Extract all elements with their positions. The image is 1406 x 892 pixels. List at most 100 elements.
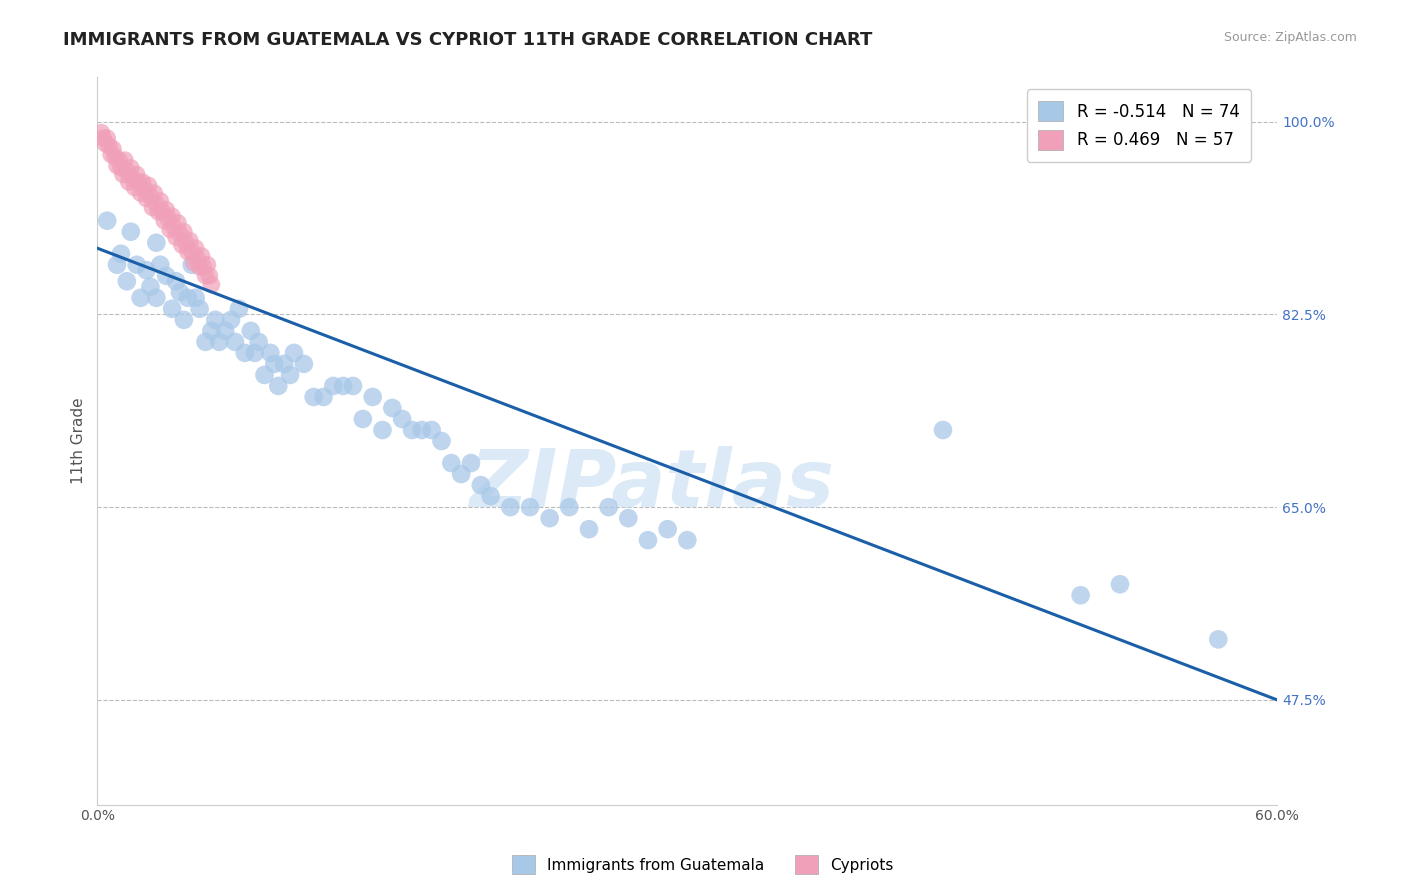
Point [160,301,183,316]
Point [499,500,522,515]
Point [131,175,153,189]
Point [1109,577,1132,591]
Point [148,205,170,219]
Point [115,164,138,178]
Point [174,235,197,250]
Legend: R = -0.514   N = 74, R = 0.469   N = 57: R = -0.514 N = 74, R = 0.469 N = 57 [1026,89,1251,161]
Point [283,346,305,360]
Y-axis label: 11th Grade: 11th Grade [72,398,86,484]
Point [165,230,187,244]
Point [519,500,541,515]
Point [578,522,600,536]
Point [138,178,160,193]
Point [208,334,231,349]
Point [183,255,205,269]
Point [243,346,266,360]
Point [139,189,162,203]
Point [169,227,191,241]
Point [100,147,122,161]
Point [637,533,659,548]
Point [120,225,142,239]
Point [145,197,167,211]
Point [118,175,141,189]
Point [173,225,195,239]
Point [110,246,132,260]
Point [352,412,374,426]
Point [204,313,226,327]
Point [149,258,172,272]
Point [111,168,134,182]
Point [91,131,114,145]
Point [200,277,222,292]
Point [198,268,221,283]
Point [302,390,325,404]
Point [193,260,215,274]
Point [278,368,301,382]
Point [179,234,201,248]
Point [145,291,167,305]
Point [173,313,195,327]
Point [177,244,200,259]
Point [1206,632,1229,647]
Point [108,153,131,167]
Point [177,291,200,305]
Point [98,138,121,153]
Point [110,161,132,175]
Point [233,346,256,360]
Point [105,159,128,173]
Point [194,334,217,349]
Point [145,235,167,250]
Point [440,456,463,470]
Point [165,274,187,288]
Point [292,357,315,371]
Point [598,500,620,515]
Point [470,478,492,492]
Point [129,186,152,201]
Point [219,313,242,327]
Point [141,201,163,215]
Point [115,274,138,288]
Point [273,357,295,371]
Point [312,390,335,404]
Point [94,136,117,151]
Point [371,423,394,437]
Point [932,423,955,437]
Point [167,216,190,230]
Point [420,423,443,437]
Point [163,220,186,235]
Point [430,434,453,448]
Point [143,186,166,201]
Point [169,285,191,300]
Point [139,280,162,294]
Point [479,489,502,503]
Point [121,171,143,186]
Point [361,390,384,404]
Point [391,412,413,426]
Point [263,357,285,371]
Point [676,533,699,548]
Point [197,258,219,272]
Point [214,324,236,338]
Point [114,153,136,167]
Point [200,324,222,338]
Point [96,131,118,145]
Text: Source: ZipAtlas.com: Source: ZipAtlas.com [1223,31,1357,45]
Point [90,126,112,140]
Point [322,379,344,393]
Point [160,209,183,223]
Point [155,202,177,217]
Legend: Immigrants from Guatemala, Cypriots: Immigrants from Guatemala, Cypriots [506,849,900,880]
Point [460,456,482,470]
Point [184,241,207,255]
Point [101,142,124,156]
Point [332,379,354,393]
Point [657,522,679,536]
Point [135,192,157,206]
Point [188,301,211,316]
Point [247,334,270,349]
Point [180,258,202,272]
Point [342,379,364,393]
Point [381,401,404,415]
Point [124,180,146,194]
Point [153,213,176,227]
